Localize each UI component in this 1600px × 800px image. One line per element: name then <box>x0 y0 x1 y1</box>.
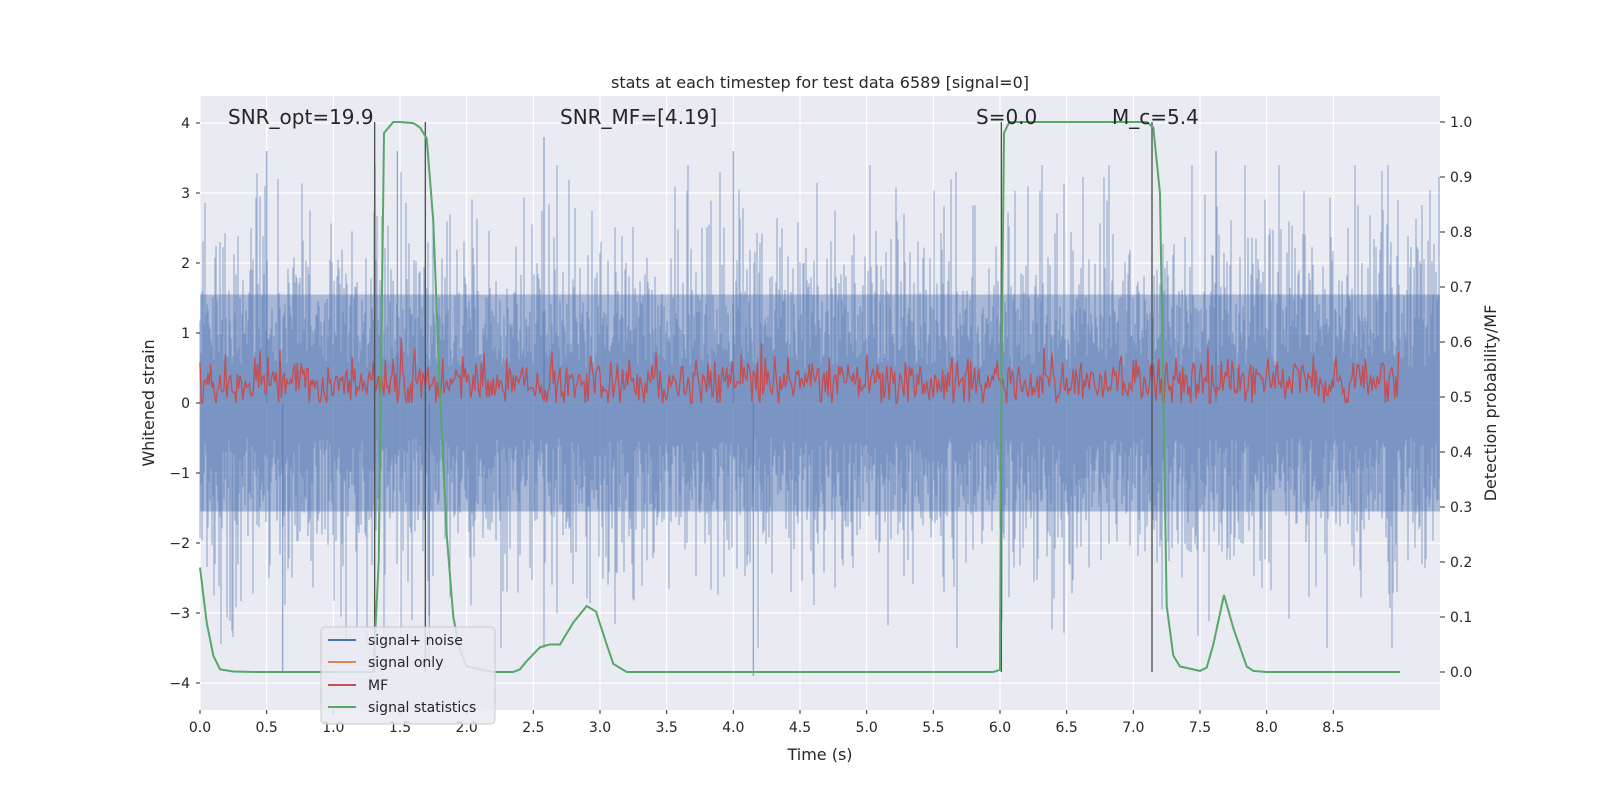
chart-title: stats at each timestep for test data 658… <box>611 73 1029 92</box>
legend-label-signal-statistics: signal statistics <box>368 700 476 716</box>
annotation-s: S=0.0 <box>976 105 1037 129</box>
mf-series <box>199 337 1400 404</box>
y-right-tick-label: 0.8 <box>1450 225 1472 241</box>
y-right-tick-label: 0.7 <box>1450 280 1472 296</box>
y-left-tick-label: −3 <box>169 606 190 622</box>
x-tick-label: 8.5 <box>1322 720 1344 736</box>
annotation-snr-opt: SNR_opt=19.9 <box>228 105 374 129</box>
y-right-tick-label: 0.6 <box>1450 335 1472 351</box>
x-tick-label: 7.0 <box>1122 720 1144 736</box>
y-right-tick-label: 0.3 <box>1450 500 1472 516</box>
y-right-axis-label: Detection probability/MF <box>1481 305 1500 502</box>
y-left-tick-label: −2 <box>169 536 190 552</box>
annotation-mc: M_c=5.4 <box>1112 105 1199 129</box>
x-tick-label: 3.0 <box>589 720 611 736</box>
x-tick-label: 4.0 <box>722 720 744 736</box>
x-tick-label: 5.5 <box>922 720 944 736</box>
y-right-tick-label: 0.5 <box>1450 390 1472 406</box>
y-left-tick-label: 0 <box>181 396 190 412</box>
x-tick-label: 6.5 <box>1056 720 1078 736</box>
y-right-tick-label: 0.1 <box>1450 610 1472 626</box>
y-right-tick-label: 0.9 <box>1450 170 1472 186</box>
x-tick-label: 4.5 <box>789 720 811 736</box>
signal-statistics-series <box>199 121 1400 673</box>
y-left-tick-label: −4 <box>169 676 190 692</box>
legend: signal+ noise signal only MF signal stat… <box>320 626 496 725</box>
x-tick-label: 0.5 <box>256 720 278 736</box>
legend-box <box>320 626 496 725</box>
legend-label-mf: MF <box>368 678 388 694</box>
y-right-tick-label: 0.2 <box>1450 555 1472 571</box>
y-left-tick-label: 3 <box>181 186 190 202</box>
x-tick-label: 0.0 <box>189 720 211 736</box>
y-left-tick-label: 2 <box>181 256 190 272</box>
y-left-tick-label: 1 <box>181 326 190 342</box>
x-tick-label: 2.5 <box>522 720 544 736</box>
signal-statistics-trace <box>199 121 1400 673</box>
y-left-tick-label: −1 <box>169 466 190 482</box>
annotation-snr-mf: SNR_MF=[4.19] <box>560 105 717 129</box>
mf-trace <box>199 337 1400 404</box>
x-tick-label: 3.5 <box>656 720 678 736</box>
y-right-axis-ticks: 1.0 0.9 0.8 0.7 0.6 0.5 0.4 0.3 0.2 0.1 0.0 <box>1440 115 1472 681</box>
legend-label-signal-only: signal only <box>368 655 443 671</box>
signal-noise-core <box>200 294 1440 512</box>
y-right-tick-label: 0.0 <box>1450 665 1472 681</box>
y-left-axis-label: Whitened strain <box>139 339 158 466</box>
x-axis-ticks: 0.0 0.5 1.0 1.5 2.0 2.5 3.0 3.5 4.0 4.5 5.0 5.5 6.0 6… <box>189 710 1344 736</box>
x-axis-label: Time (s) <box>786 745 852 764</box>
x-tick-label: 5.0 <box>856 720 878 736</box>
y-left-axis-ticks: 4 3 2 1 0 −1 −2 −3 −4 <box>169 116 200 692</box>
y-right-tick-label: 0.4 <box>1450 445 1472 461</box>
y-left-tick-label: 4 <box>181 116 190 132</box>
y-right-tick-label: 1.0 <box>1450 115 1472 131</box>
x-tick-label: 6.0 <box>989 720 1011 736</box>
legend-label-signal-noise: signal+ noise <box>368 633 463 649</box>
x-tick-label: 8.0 <box>1256 720 1278 736</box>
x-tick-label: 7.5 <box>1189 720 1211 736</box>
